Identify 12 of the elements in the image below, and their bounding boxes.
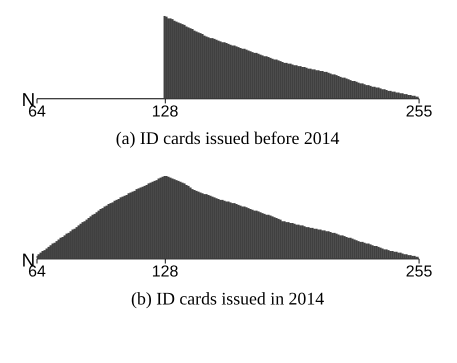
text: (b) ID cards issued in 2014 (131, 288, 324, 308)
x-tick-label: 128 (152, 104, 178, 121)
bar (408, 94, 410, 98)
text: (a) ID cards issued before 2014 (116, 128, 340, 148)
bar (42, 250, 44, 258)
bar (46, 248, 48, 258)
x-tick-label: 255 (406, 104, 432, 121)
bar (400, 252, 402, 258)
x-tick-label: 255 (406, 264, 432, 281)
bar (48, 246, 50, 258)
bar (164, 16, 166, 98)
x-tick-label: 128 (152, 264, 178, 281)
